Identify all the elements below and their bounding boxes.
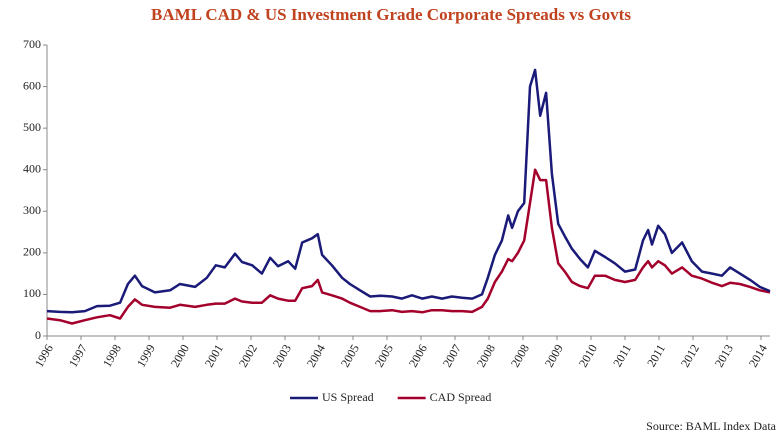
source-note: Source: BAML Index Data bbox=[646, 419, 777, 433]
chart-title: BAML CAD & US Investment Grade Corporate… bbox=[151, 5, 631, 24]
x-tick-label: 1997 bbox=[66, 342, 90, 370]
y-tick-label: 600 bbox=[23, 78, 41, 92]
series-line bbox=[46, 68, 771, 314]
y-tick-label: 700 bbox=[23, 37, 41, 51]
y-tick-label: 100 bbox=[23, 286, 41, 300]
x-tick-label: 2011 bbox=[610, 342, 634, 369]
x-tick-label: 2010 bbox=[576, 342, 600, 370]
x-tick-label: 1999 bbox=[134, 342, 158, 370]
x-tick-label: 2001 bbox=[202, 342, 226, 370]
x-tick-label: 2005 bbox=[338, 342, 362, 370]
x-tick-label: 2005 bbox=[372, 342, 396, 370]
x-tick-label: 2008 bbox=[508, 342, 532, 370]
x-tick-label: 2012 bbox=[678, 342, 702, 370]
x-tick-label: 2007 bbox=[440, 342, 464, 370]
x-tick-label: 2013 bbox=[712, 342, 736, 370]
series-line bbox=[46, 168, 771, 325]
x-tick-label: 2014 bbox=[746, 342, 770, 370]
x-tick-label: 2009 bbox=[542, 342, 566, 370]
y-tick-label: 400 bbox=[23, 161, 41, 175]
x-tick-label: 2008 bbox=[474, 342, 498, 370]
x-tick-label: 2002 bbox=[236, 342, 260, 370]
legend-label: CAD Spread bbox=[430, 390, 492, 404]
x-tick-label: 2011 bbox=[644, 342, 668, 369]
y-tick-label: 0 bbox=[35, 328, 41, 342]
y-tick-label: 300 bbox=[23, 203, 41, 217]
x-tick-label: 2003 bbox=[270, 342, 294, 370]
legend-label: US Spread bbox=[322, 390, 374, 404]
x-tick-label: 2000 bbox=[168, 342, 192, 370]
y-tick-label: 200 bbox=[23, 245, 41, 259]
x-tick-label: 2004 bbox=[304, 342, 328, 370]
x-tick-label: 2006 bbox=[406, 342, 430, 370]
x-tick-label: 1998 bbox=[100, 342, 124, 370]
x-tick-label: 1996 bbox=[32, 342, 56, 370]
y-tick-label: 500 bbox=[23, 120, 41, 134]
